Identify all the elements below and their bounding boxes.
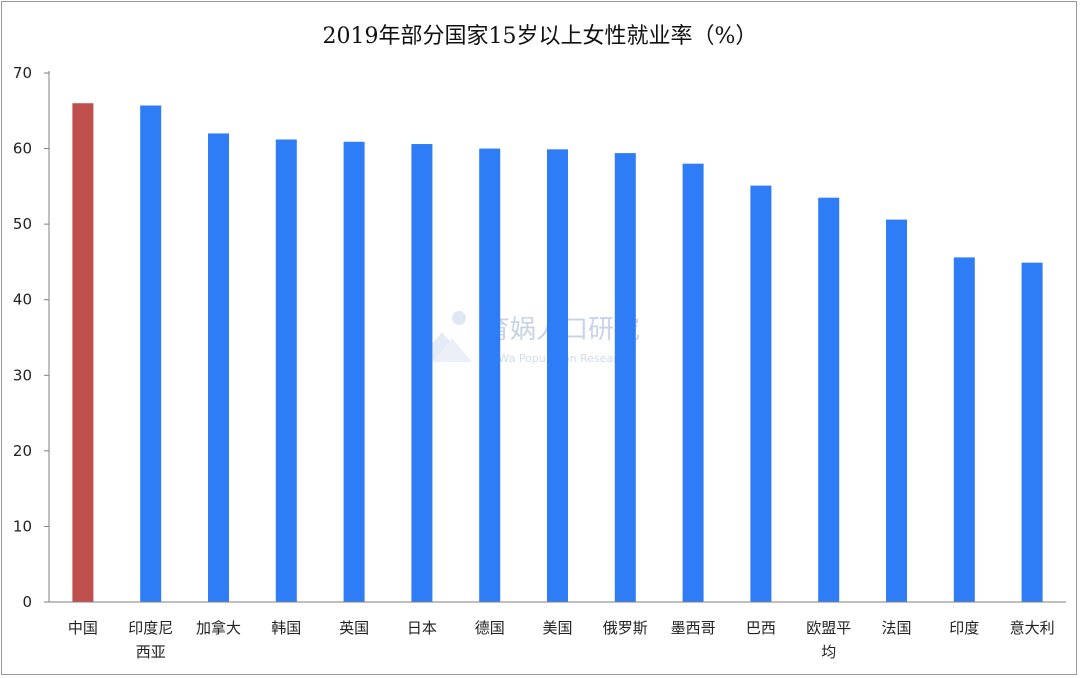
bar-11: [750, 185, 772, 602]
y-tick-label: 20: [13, 442, 32, 460]
bar-4: [275, 139, 297, 602]
y-tick-label: 0: [22, 593, 32, 611]
y-tick-label: 10: [13, 517, 32, 535]
x-category-label: 墨西哥: [671, 619, 716, 637]
x-category-label: 欧盟平均: [806, 619, 851, 661]
bar-9: [614, 153, 636, 602]
x-category-label: 中国: [68, 619, 98, 637]
bar-2: [140, 105, 162, 602]
x-category-label: 俄罗斯: [603, 619, 648, 637]
y-axis: 0 10 20 30 40 50 60 70: [13, 64, 50, 611]
x-category-label: 加拿大: [196, 619, 241, 637]
x-category-label: 巴西: [746, 619, 776, 637]
bar-1: [72, 103, 94, 602]
x-category-label: 日本: [407, 619, 437, 637]
x-category-label: 德国: [475, 619, 505, 637]
bar-13: [886, 219, 907, 602]
x-category-label: 法国: [881, 619, 911, 637]
x-category-label: 美国: [542, 619, 572, 637]
bar-8: [547, 149, 568, 602]
bar-12: [818, 197, 840, 602]
watermark: 育娲人口研究 YuWa Population Research: [418, 311, 640, 365]
chart-title: 2019年部分国家15岁以上女性就业率（%）: [322, 24, 758, 49]
bar-15: [1021, 262, 1043, 602]
x-category-label: 印度尼西亚: [128, 619, 173, 661]
bar-10: [682, 163, 704, 602]
x-category-label: 印度: [949, 619, 979, 637]
x-axis: 中国 印度尼西亚 加拿大 韩国 英国 日本 德国 美国 俄罗斯 墨西哥 巴西 欧盟平均 法国 印度 意大利: [49, 601, 1066, 661]
bar-3: [208, 133, 229, 602]
y-tick-label: 70: [13, 64, 32, 82]
bar-14: [953, 257, 975, 602]
bar-6: [411, 144, 433, 602]
bars: [72, 103, 1043, 603]
y-tick-label: 60: [13, 140, 32, 158]
y-tick-label: 50: [13, 215, 32, 233]
y-tick-label: 30: [13, 366, 32, 384]
x-category-label: 意大利: [1010, 619, 1055, 637]
bar-7: [479, 148, 501, 603]
x-category-label: 英国: [339, 619, 369, 637]
y-tick-label: 40: [13, 291, 32, 309]
x-category-label: 韩国: [271, 619, 301, 637]
bar-5: [343, 141, 365, 602]
